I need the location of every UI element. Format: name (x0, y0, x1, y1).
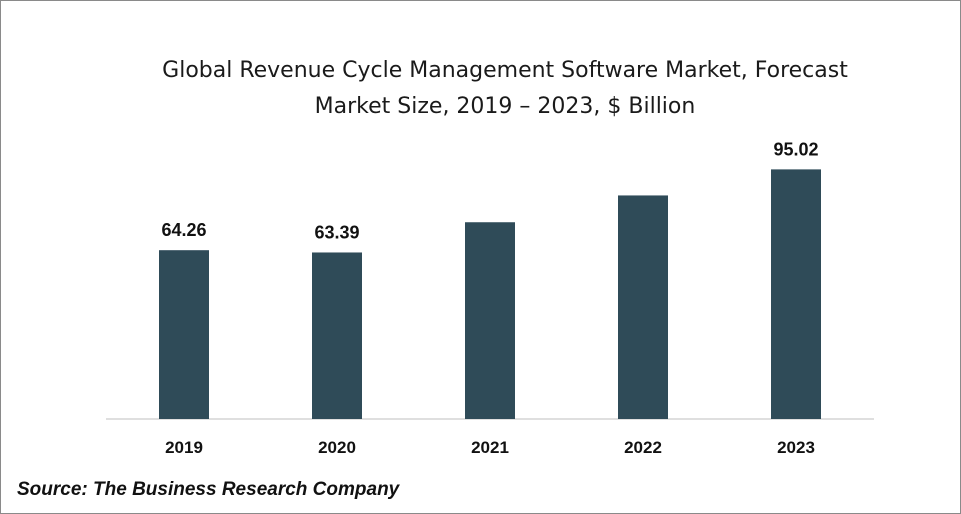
bar-2022 (618, 195, 668, 419)
x-tick-label-2023: 2023 (777, 438, 815, 457)
source-note: Source: The Business Research Company (17, 479, 400, 500)
x-tick-label-2020: 2020 (318, 438, 356, 457)
chart-title-line-2: Market Size, 2019 – 2023, $ Billion (314, 94, 696, 119)
data-label-2020: 63.39 (314, 222, 359, 242)
x-tick-label-2021: 2021 (471, 438, 509, 457)
bar-2020 (312, 252, 362, 419)
x-tick-label-2022: 2022 (624, 438, 662, 457)
data-label-2019: 64.26 (161, 220, 206, 240)
bar-2023 (771, 169, 821, 419)
chart-title: Global Revenue Cycle Management Software… (101, 53, 909, 125)
data-label-2023: 95.02 (773, 139, 818, 159)
bar-2019 (159, 250, 209, 419)
bar-2021 (465, 222, 515, 419)
x-tick-label-2019: 2019 (165, 438, 203, 457)
chart-title-line-1: Global Revenue Cycle Management Software… (162, 58, 848, 83)
